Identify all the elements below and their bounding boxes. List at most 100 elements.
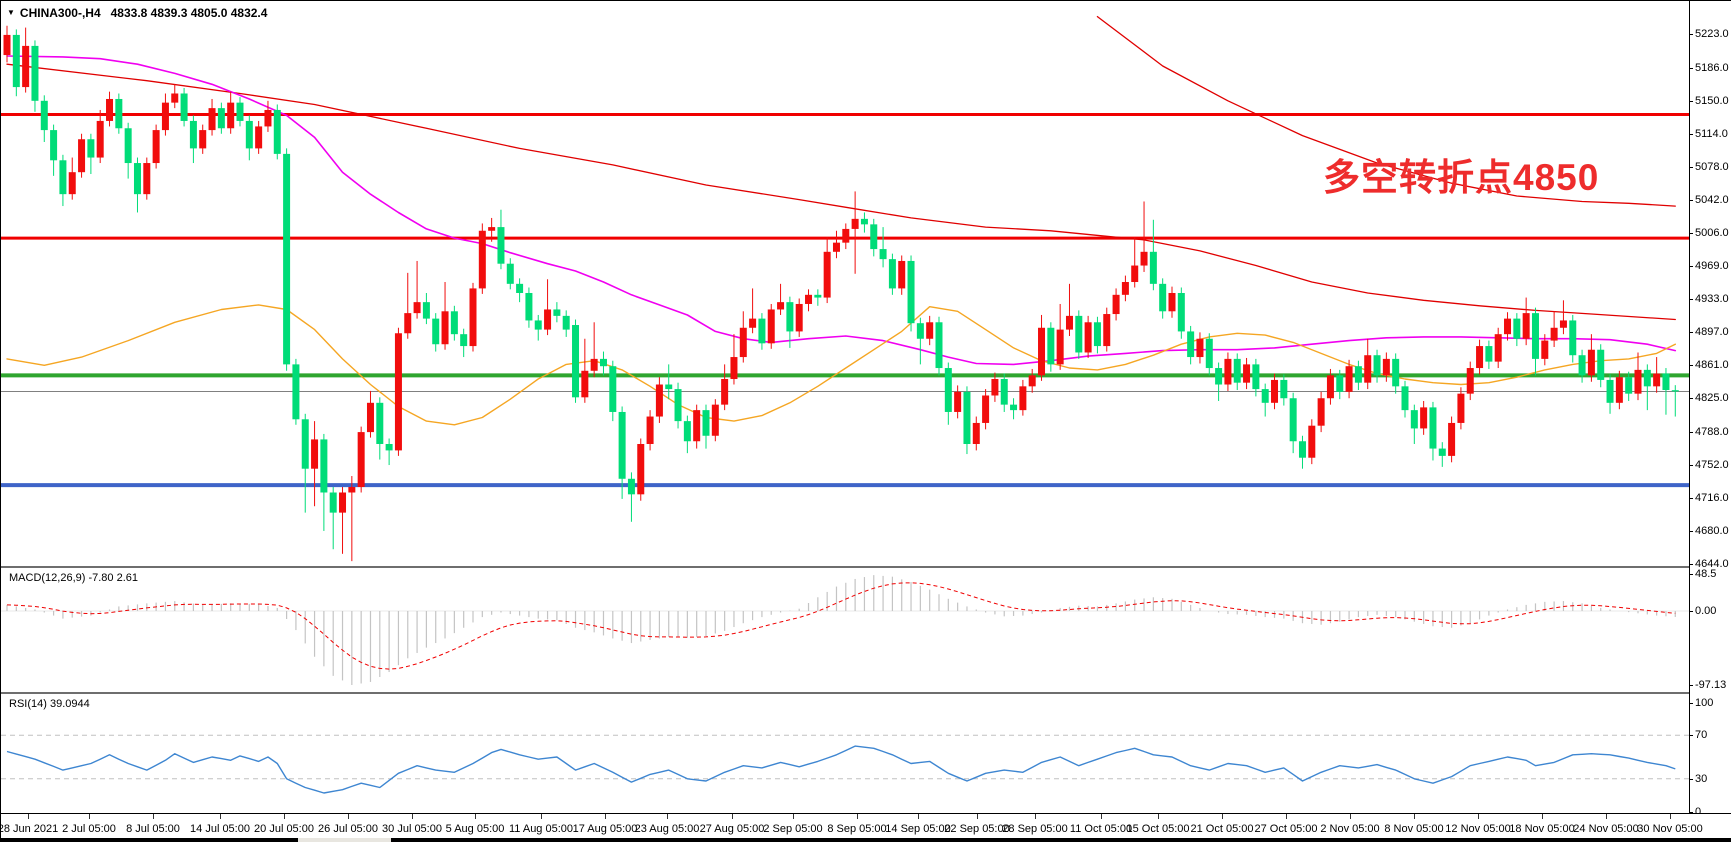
rsi-tick-mark [1689,778,1693,780]
price-tick-label: 5078.0 [1695,160,1729,173]
candle-body [572,325,580,398]
rsi-plot[interactable] [1,694,1689,812]
candle-body [59,160,67,195]
time-tick-mark [1158,814,1159,819]
candle-body [96,120,104,158]
time-label: 20 Jul 05:00 [254,823,314,835]
time-tick-mark [1035,814,1036,819]
rsi-axis-label: 0 [1695,805,1702,818]
time-tick-mark [284,814,285,819]
time-label: 5 Aug 05:00 [445,823,505,835]
candle-body [814,294,822,298]
candle-body [581,370,589,398]
candle-body [180,93,188,121]
time-axis[interactable]: 28 Jun 2021 2 Jul 05:00 8 Jul 05:00 14 Jul … [1,813,1731,840]
price-tick-label: 4861.0 [1695,359,1729,372]
time-tick-mark [89,814,90,819]
price-tick-mark [1689,398,1693,400]
candle-body [1494,334,1502,362]
time-label: 18 Nov 05:00 [1509,823,1575,835]
panel-divider-rsi[interactable] [1,692,1689,694]
candle-body [935,322,943,369]
candle-body [3,34,11,56]
macd-plot[interactable] [1,568,1689,692]
time-label: 14 Sep 05:00 [885,823,951,835]
candlestick-plot[interactable] [1,1,1689,567]
candle-body [1466,368,1474,394]
candle-body [516,283,524,293]
candle-body [1354,366,1362,383]
chevron-down-icon[interactable]: ▼ [7,8,15,17]
horizontal-scrollbar-thumb[interactable] [298,838,391,842]
price-tick-label: 5150.0 [1695,94,1729,107]
candle-body [1550,327,1558,341]
rsi-tick-mark [1689,702,1693,704]
candle-body [422,302,430,319]
candle-body [1597,349,1605,380]
candle-body [208,108,216,131]
candle-body [1541,340,1549,359]
candle-body [1252,364,1260,390]
candle-body [264,109,272,127]
candle-body [1112,294,1120,315]
candle-body [106,98,114,121]
candle-body [1513,318,1521,339]
price-tick-label: 4969.0 [1695,260,1729,273]
rsi-axis-label: 70 [1695,729,1708,742]
rsi-panel[interactable] [1,694,1689,812]
main-price-chart[interactable] [1,1,1689,567]
time-label: 27 Aug 05:00 [699,823,765,835]
time-tick-mark [1478,814,1479,819]
candle-body [366,402,374,433]
candle-body [599,358,607,367]
candle-body [702,410,710,436]
price-tick-mark [1689,133,1693,135]
price-tick-label: 4644.0 [1695,557,1729,570]
candle-body [637,443,645,495]
candle-body [767,309,775,344]
time-tick-mark [1542,814,1543,819]
macd-panel[interactable] [1,568,1689,692]
time-label: 28 Jun 2021 [0,823,59,835]
candle-body [944,368,952,412]
candle-body [721,379,729,405]
candle-body [292,364,300,420]
candle-body [1410,410,1418,429]
candle-body [506,263,514,284]
candle-body [357,432,365,488]
time-label: 23 Aug 05:00 [634,823,700,835]
candle-body [1662,373,1670,390]
price-axis[interactable]: 5223.0 5186.0 5150.0 5114.0 5078.0 5042.0 5006… [1689,1,1731,842]
candle-body [1653,373,1661,387]
time-label: 17 Aug 05:00 [572,823,638,835]
ma-red-slow [6,63,1676,321]
candle-body [301,419,309,469]
candle-body [413,302,421,314]
candle-body [1047,327,1055,365]
candle-body [478,230,486,289]
time-tick-mark [475,814,476,819]
time-label: 21 Oct 05:00 [1190,823,1254,835]
price-tick-label: 4680.0 [1695,524,1729,537]
candle-body [1438,448,1446,456]
time-tick-mark [220,814,221,819]
horizontal-scrollbar-track[interactable] [1,838,1731,842]
candle-body [1177,292,1185,332]
candle-body [655,384,663,417]
panel-divider-macd[interactable] [1,566,1689,568]
candle-body [1587,349,1595,376]
time-label: 22 Sep 05:00 [944,823,1010,835]
candle-body [1038,327,1046,376]
candle-body [1159,283,1167,312]
candle-body [143,163,151,195]
candle-body [1056,329,1064,365]
price-tick-mark [1689,67,1693,69]
candle-body [805,294,813,304]
time-tick-mark [732,814,733,819]
chart-title[interactable]: ▼ CHINA300-,H4 4833.8 4839.3 4805.0 4832.4 [7,6,267,20]
candle-body [1606,379,1614,403]
time-label: 15 Oct 05:00 [1126,823,1190,835]
candle-body [245,120,253,149]
candle-body [152,130,160,164]
ohlc-values: 4833.8 4839.3 4805.0 4832.4 [110,6,268,20]
